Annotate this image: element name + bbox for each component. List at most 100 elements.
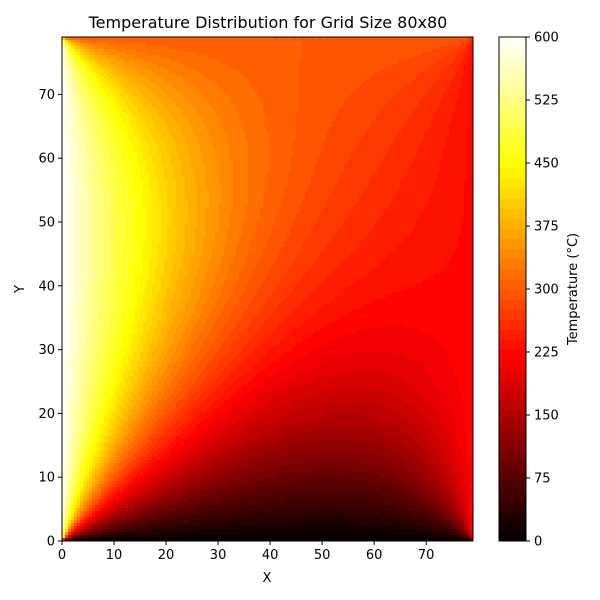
- contour-cell: [470, 52, 473, 56]
- contour-cell: [224, 40, 228, 44]
- contour-cell: [110, 55, 114, 59]
- contour-cell: [263, 43, 267, 47]
- contour-cell: [89, 37, 93, 41]
- contour-cell: [71, 73, 75, 77]
- contour-cell: [188, 43, 192, 47]
- contour-cell: [143, 82, 147, 86]
- contour-cell: [74, 43, 78, 47]
- contour-cell: [323, 94, 327, 98]
- contour-cell: [170, 112, 174, 116]
- contour-cell: [239, 82, 243, 86]
- contour-cell: [248, 64, 252, 68]
- contour-cell: [110, 79, 114, 83]
- contour-cell: [65, 55, 69, 59]
- contour-cell: [410, 115, 414, 119]
- contour-cell: [101, 91, 105, 95]
- contour-cell: [248, 91, 252, 95]
- contour-cell: [191, 55, 195, 59]
- contour-cell: [341, 82, 345, 86]
- contour-cell: [140, 43, 144, 47]
- contour-cell: [350, 115, 354, 119]
- contour-cell: [314, 52, 318, 56]
- contour-cell: [68, 43, 72, 47]
- contour-cell: [386, 40, 390, 44]
- contour-cell: [134, 49, 138, 53]
- contour-cell: [326, 52, 330, 56]
- contour-cell: [89, 70, 93, 74]
- contour-cell: [317, 112, 321, 116]
- contour-cell: [386, 49, 390, 53]
- contour-cell: [410, 91, 414, 95]
- contour-cell: [128, 79, 132, 83]
- contour-cell: [200, 73, 204, 77]
- contour-cell: [152, 79, 156, 83]
- contour-cell: [263, 49, 267, 53]
- contour-cell: [311, 43, 315, 47]
- contour-cell: [128, 115, 132, 119]
- contour-cell: [116, 91, 120, 95]
- contour-cell: [407, 115, 411, 119]
- contour-cell: [434, 76, 438, 80]
- contour-cell: [260, 112, 264, 116]
- contour-cell: [131, 43, 135, 47]
- contour-cell: [197, 37, 201, 41]
- contour-cell: [299, 109, 303, 113]
- contour-cell: [338, 61, 342, 65]
- contour-cell: [242, 94, 246, 98]
- contour-cell: [170, 73, 174, 77]
- contour-cell: [323, 88, 327, 92]
- contour-cell: [137, 58, 141, 62]
- contour-cell: [443, 73, 447, 77]
- contour-cell: [332, 100, 336, 104]
- contour-cell: [251, 109, 255, 113]
- contour-cell: [155, 109, 159, 113]
- contour-cell: [101, 67, 105, 71]
- contour-cell: [80, 49, 84, 53]
- contour-cell: [155, 55, 159, 59]
- contour-cell: [404, 100, 408, 104]
- contour-cell: [266, 112, 270, 116]
- contour-cell: [464, 61, 468, 65]
- contour-cell: [365, 49, 369, 53]
- contour-cell: [332, 115, 336, 119]
- contour-cell: [116, 103, 120, 107]
- contour-cell: [194, 46, 198, 50]
- contour-cell: [281, 46, 285, 50]
- contour-cell: [299, 37, 303, 41]
- contour-cell: [425, 37, 429, 41]
- contour-cell: [95, 100, 99, 104]
- contour-cell: [377, 88, 381, 92]
- contour-cell: [239, 94, 243, 98]
- contour-cell: [215, 79, 219, 83]
- contour-cell: [152, 73, 156, 77]
- contour-cell: [104, 55, 108, 59]
- contour-cell: [389, 43, 393, 47]
- contour-cell: [203, 52, 207, 56]
- contour-cell: [329, 40, 333, 44]
- contour-cell: [428, 37, 432, 41]
- contour-cell: [83, 94, 87, 98]
- contour-cell: [440, 97, 444, 101]
- contour-cell: [68, 67, 72, 71]
- contour-cell: [206, 46, 210, 50]
- contour-cell: [458, 52, 462, 56]
- contour-cell: [251, 55, 255, 59]
- contour-cell: [122, 61, 126, 65]
- contour-cell: [203, 76, 207, 80]
- contour-cell: [254, 76, 258, 80]
- contour-cell: [194, 100, 198, 104]
- contour-cell: [62, 100, 66, 104]
- contour-cell: [470, 109, 473, 113]
- contour-cell: [86, 61, 90, 65]
- contour-cell: [311, 76, 315, 80]
- contour-cell: [203, 94, 207, 98]
- contour-cell: [335, 43, 339, 47]
- contour-cell: [293, 55, 297, 59]
- contour-cell: [455, 70, 459, 74]
- contour-cell: [407, 112, 411, 116]
- contour-cell: [62, 70, 66, 74]
- contour-cell: [95, 61, 99, 65]
- contour-cell: [77, 76, 81, 80]
- contour-cell: [386, 79, 390, 83]
- contour-cell: [425, 73, 429, 77]
